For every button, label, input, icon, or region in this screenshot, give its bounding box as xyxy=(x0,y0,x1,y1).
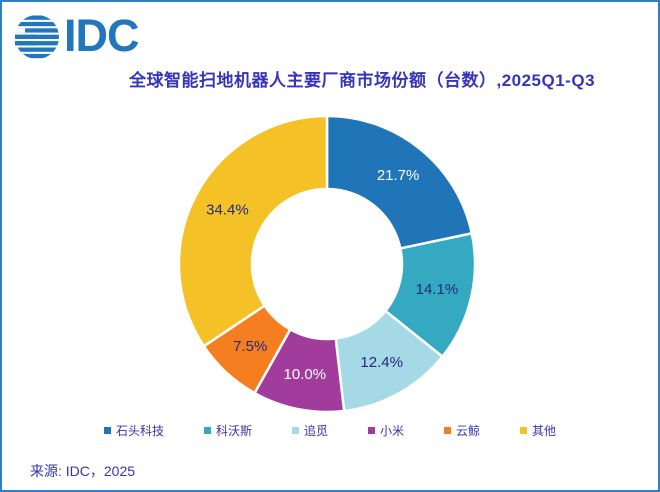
chart-title: 全球智能扫地机器人主要厂商市场份额（台数）,2025Q1-Q3 xyxy=(128,71,596,90)
slice-label-4: 7.5% xyxy=(233,338,267,355)
donut-slice-5 xyxy=(177,114,329,348)
legend-marker-icon xyxy=(103,427,111,434)
legend-marker-icon xyxy=(368,427,375,434)
legend-label: 云鲸 xyxy=(456,424,481,438)
slice-label-1: 14.1% xyxy=(416,281,459,298)
idc-logo-text: IDC xyxy=(64,10,139,61)
slice-label-0: 21.7% xyxy=(377,167,420,184)
legend-label: 小米 xyxy=(380,424,405,438)
legend-item-2: 追觅 xyxy=(291,422,328,439)
legend-item-0: 石头科技 xyxy=(103,422,164,439)
legend-item-1: 科沃斯 xyxy=(203,422,252,439)
idc-logo: IDC xyxy=(14,10,139,61)
legend-label: 石头科技 xyxy=(115,424,164,438)
idc-globe-icon xyxy=(14,15,59,59)
source-note: 来源: IDC，2025 xyxy=(30,463,136,479)
legend-item-3: 小米 xyxy=(368,422,404,439)
slice-label-5: 34.4% xyxy=(206,202,249,219)
legend-label: 科沃斯 xyxy=(215,424,252,438)
donut-slice-0 xyxy=(325,114,474,250)
chart-legend: 石头科技 科沃斯 追觅 小米 云鲸 其他 xyxy=(2,422,658,439)
legend-marker-icon xyxy=(520,427,528,434)
legend-label: 追觅 xyxy=(303,424,328,438)
legend-item-4: 云鲸 xyxy=(444,422,480,439)
legend-label: 其他 xyxy=(532,424,557,438)
slice-label-2: 12.4% xyxy=(360,354,403,371)
legend-marker-icon xyxy=(291,427,299,434)
slice-label-3: 10.0% xyxy=(284,366,327,383)
legend-marker-icon xyxy=(444,427,452,434)
legend-item-5: 其他 xyxy=(520,422,556,439)
legend-marker-icon xyxy=(203,427,211,434)
